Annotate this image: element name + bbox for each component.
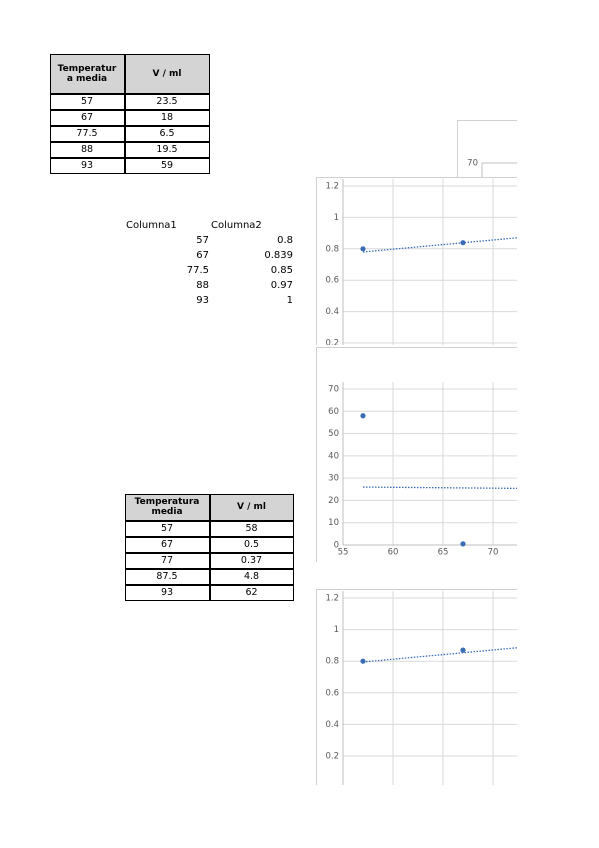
table-cell: 77: [124, 552, 210, 569]
table-cell: 67: [124, 536, 210, 553]
table-cell: 0.5: [209, 536, 294, 553]
chart: 0.2 0.4 0.6 0.8 1 1.2 55 60 65 70: [316, 589, 517, 800]
y-tick-label: 0.6: [325, 688, 339, 698]
table-cell: 57: [49, 93, 125, 110]
header-text: Columna2: [211, 219, 262, 231]
data-point: [360, 413, 366, 419]
y-tick-label: 1: [334, 213, 339, 223]
table-cell: 57: [196, 234, 209, 246]
table-cell: 0.839: [264, 249, 293, 261]
table-cell: 93: [124, 584, 210, 601]
table-cell: 4.8: [209, 568, 294, 585]
y-tick-label: 0.8: [325, 244, 339, 254]
data-point: [460, 240, 466, 246]
y-tick-label: 0.8: [325, 657, 339, 667]
data-point: [460, 647, 466, 653]
y-tick-label: 60: [328, 407, 339, 417]
y-tick: [481, 162, 517, 177]
header-text: a media: [66, 73, 108, 84]
header-cell: Columna1: [120, 218, 209, 233]
header-text: Columna1: [126, 219, 177, 231]
table-cell: 23.5: [124, 93, 210, 110]
y-tick-label: 0.2: [325, 752, 339, 762]
table-cell: 0.8: [277, 234, 293, 246]
x-tick-label: 55: [338, 548, 349, 558]
table-cell: 67: [49, 109, 125, 126]
y-tick-label: 0.2: [325, 339, 339, 349]
table-cell: 0.37: [209, 552, 294, 569]
x-tick-label: 65: [438, 548, 449, 558]
chart-frame: [316, 177, 517, 345]
table-cell: 77.5: [49, 125, 125, 142]
header-cell: Columna2: [209, 218, 293, 233]
header-cell: Temperatur a media: [49, 53, 125, 94]
header-text: Temperatur: [57, 63, 117, 74]
header-text: V / ml: [237, 502, 266, 512]
y-tick-label: 70: [467, 159, 478, 169]
table-cell: 6.5: [124, 125, 210, 142]
table-cell: 62: [209, 584, 294, 601]
data-point: [360, 246, 366, 252]
header-cell: V / ml: [124, 53, 210, 94]
x-tick-label: 65: [438, 790, 449, 800]
x-tick-label: 60: [388, 548, 399, 558]
y-tick-label: 50: [328, 429, 339, 439]
y-tick-label: 0.4: [325, 720, 339, 730]
chart-frame: [316, 347, 517, 562]
data-point: [360, 658, 366, 664]
y-tick-label: 20: [328, 496, 339, 506]
y-tick-label: 1.2: [325, 594, 339, 604]
y-tick-label: 70: [328, 385, 339, 395]
y-tick-label: 0: [334, 541, 339, 551]
chart-frame: [316, 589, 517, 785]
table-cell: 57: [124, 520, 210, 537]
y-tick-label: 1.2: [325, 182, 339, 192]
table-cell: 88: [196, 279, 209, 291]
table-cell: 0.85: [270, 264, 293, 276]
table-cell: 1: [286, 294, 293, 306]
table-cell: 93: [49, 157, 125, 174]
table-cell: 0.97: [270, 279, 293, 291]
table-cell: 88: [49, 141, 125, 158]
header-text: media: [151, 507, 183, 517]
chart-frame: [457, 120, 517, 177]
table-cell: 67: [196, 249, 209, 261]
header-cell: Temperatura media: [124, 493, 210, 521]
chart: 70: [457, 120, 517, 177]
data-point: [460, 541, 466, 547]
table-cell: 93: [196, 294, 209, 306]
header-text: V / ml: [152, 68, 182, 79]
table-cell: 58: [209, 520, 294, 537]
table-cell: 19.5: [124, 141, 210, 158]
y-tick-label: 1: [334, 625, 339, 635]
table-cell: 18: [124, 109, 210, 126]
header-cell: V / ml: [209, 493, 294, 521]
x-tick-label: 70: [488, 548, 499, 558]
header-text: Temperatura: [134, 497, 200, 507]
x-tick-label: 70: [488, 790, 499, 800]
y-tick-label: 30: [328, 474, 339, 484]
y-tick-label: 40: [328, 451, 339, 461]
table-cell: 59: [124, 157, 210, 174]
y-tick-label: 0.4: [325, 307, 339, 317]
x-tick-label: 55: [338, 790, 349, 800]
table-cell: 77.5: [186, 264, 209, 276]
x-tick-label: 60: [388, 790, 399, 800]
chart: 0 10 20 30 40 50 60 70 55 60 65 70: [316, 347, 517, 562]
table-cell: 87.5: [124, 568, 210, 585]
y-tick-label: 0.6: [325, 276, 339, 286]
y-tick-label: 10: [328, 518, 339, 528]
